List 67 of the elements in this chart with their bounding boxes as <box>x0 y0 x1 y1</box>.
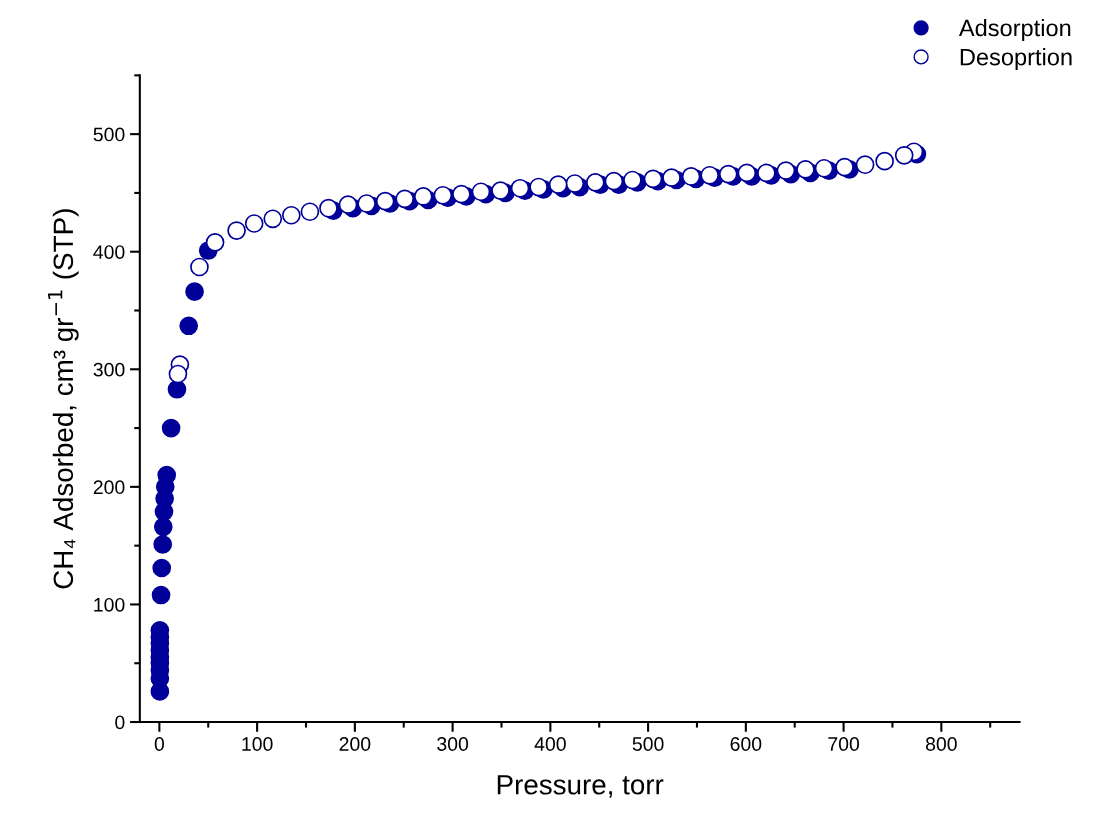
point <box>357 194 376 213</box>
point <box>413 187 433 206</box>
x-tick-label: 800 <box>925 737 957 751</box>
point <box>151 585 171 605</box>
y-tick-label: 0 <box>115 715 125 730</box>
point <box>375 191 395 211</box>
point <box>835 157 854 177</box>
point <box>623 170 642 190</box>
legend-label: Adsorption <box>958 19 1071 42</box>
point <box>168 364 188 384</box>
point <box>152 558 172 578</box>
x-tick-label: 200 <box>339 737 371 751</box>
point <box>338 195 358 215</box>
point <box>395 189 415 209</box>
point <box>585 173 605 192</box>
point <box>757 163 776 183</box>
x-tick-label: 500 <box>632 737 664 751</box>
x-axis-title: Pressure, torr <box>497 775 664 798</box>
y-tick-label: 500 <box>93 127 125 142</box>
x-tick-label: 700 <box>828 737 860 751</box>
point <box>319 198 338 218</box>
point <box>300 202 320 222</box>
point <box>662 168 681 187</box>
point <box>161 418 181 438</box>
point <box>643 169 663 189</box>
point <box>281 205 301 225</box>
point <box>244 214 264 233</box>
legend-label: Desoprtion <box>960 48 1072 71</box>
y-tick-label: 100 <box>94 597 125 612</box>
x-tick-label: 400 <box>534 737 566 751</box>
point <box>167 379 187 399</box>
point <box>153 517 173 537</box>
x-tick-label: 600 <box>730 737 762 751</box>
point <box>565 174 585 193</box>
point <box>190 257 209 277</box>
point <box>796 160 815 179</box>
y-axis-title: CH₄ Adsorbed, cm³ gr$^{−1}$ (STP) <box>48 209 79 589</box>
point <box>452 184 471 204</box>
point <box>875 151 894 171</box>
point <box>491 181 510 200</box>
y-tick-label: 400 <box>93 245 125 259</box>
point <box>205 232 225 252</box>
point <box>185 282 204 302</box>
point <box>471 182 491 202</box>
point <box>179 316 199 336</box>
point <box>894 145 914 165</box>
point <box>510 178 530 198</box>
point <box>855 155 875 175</box>
point <box>263 209 283 229</box>
point <box>700 165 720 185</box>
point <box>548 175 568 195</box>
point <box>737 163 757 183</box>
point <box>776 161 796 180</box>
x-tick-label: 100 <box>242 737 273 751</box>
x-tick-label: 300 <box>437 737 469 751</box>
point <box>157 465 177 485</box>
point <box>227 221 246 240</box>
point <box>681 167 701 186</box>
point <box>433 185 453 205</box>
y-tick-label: 300 <box>93 362 125 377</box>
point <box>153 535 173 554</box>
point <box>604 171 624 191</box>
y-tick-label: 200 <box>93 480 125 495</box>
point <box>529 177 548 197</box>
x-tick-label: 0 <box>154 737 165 751</box>
point <box>718 164 738 184</box>
point <box>814 158 834 178</box>
